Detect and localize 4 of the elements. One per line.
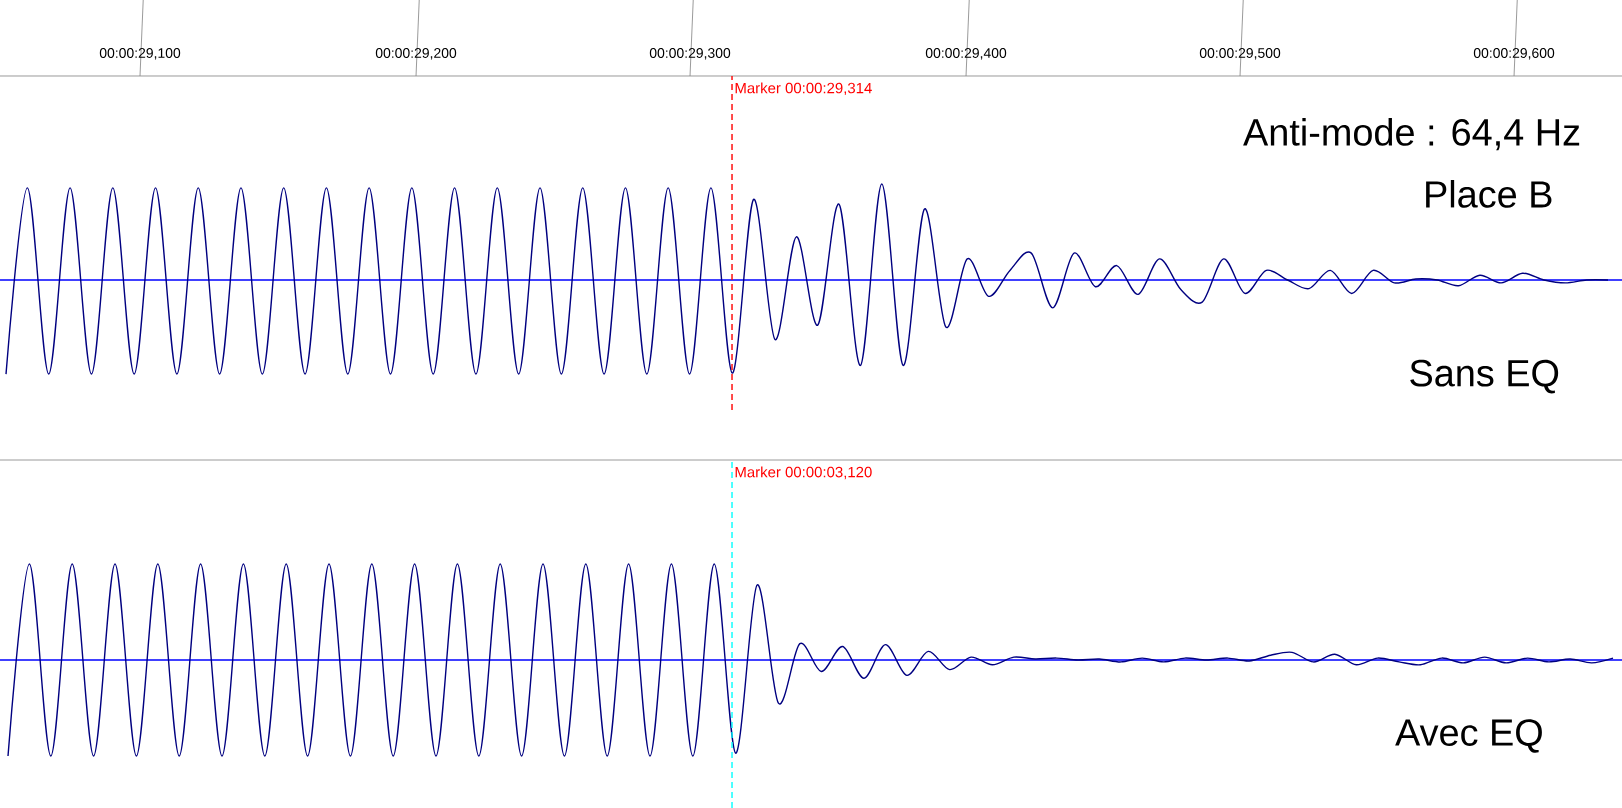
text: Anti-mode : 64,4 Hz	[1243, 117, 1580, 151]
annotation: Place B	[1426, 179, 1552, 208]
annotation: Sans EQ	[1410, 359, 1559, 394]
annotation: Avec EQ	[1395, 719, 1542, 753]
